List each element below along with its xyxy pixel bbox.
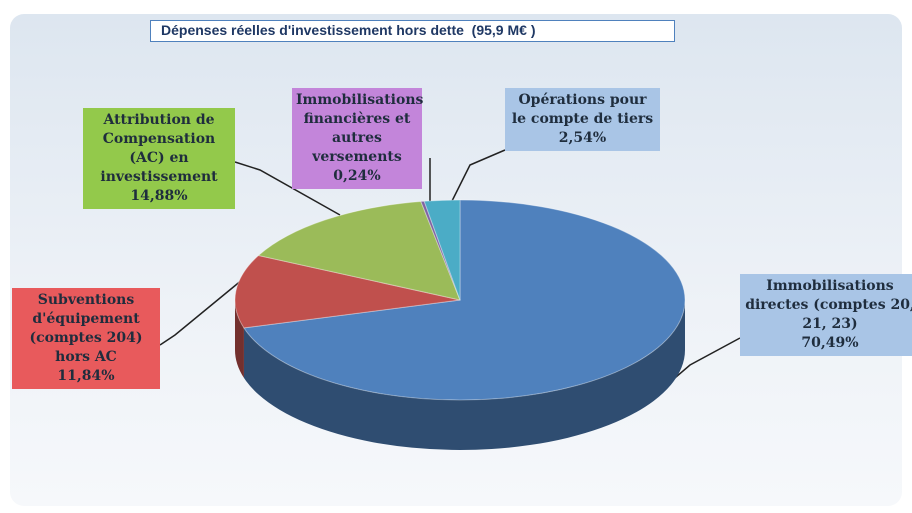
slice-label: Opérations pour le compte de tiers 2,54%: [505, 88, 660, 151]
slice-name: Subventions d'équipement (comptes 204) h…: [29, 292, 143, 365]
pie-side: [243, 300, 685, 451]
pie-slice: [234, 254, 461, 329]
slice-value: 14,88%: [130, 188, 188, 204]
pie-slice: [423, 199, 461, 301]
slice-name: Attribution de Compensation (AC) en inve…: [100, 112, 218, 185]
slice-name: Immobilisations financières et autres ve…: [296, 92, 424, 165]
leader-line: [449, 149, 506, 206]
slice-name: Immobilisations directes (comptes 20, 21…: [745, 278, 912, 332]
leader-line: [234, 161, 341, 216]
slice-label: Attribution de Compensation (AC) en inve…: [83, 108, 235, 209]
pie: [234, 199, 686, 451]
chart-title: Dépenses réelles d'investissement hors d…: [150, 20, 675, 42]
slice-label: Immobilisations directes (comptes 20, 21…: [740, 274, 912, 356]
pie-slice: [420, 200, 461, 301]
pie-slice: [257, 200, 461, 301]
slice-value: 11,84%: [57, 368, 115, 384]
slice-value: 0,24%: [333, 168, 381, 184]
pie-slice: [243, 199, 686, 401]
leader-line: [159, 274, 249, 346]
slice-label: Immobilisations financières et autres ve…: [292, 88, 424, 189]
pie-side: [235, 300, 244, 378]
slice-value: 2,54%: [558, 130, 607, 146]
slice-name: Opérations pour le compte de tiers: [511, 92, 654, 127]
slice-label: Subventions d'équipement (comptes 204) h…: [12, 288, 160, 389]
slice-value: 70,49%: [801, 335, 859, 351]
